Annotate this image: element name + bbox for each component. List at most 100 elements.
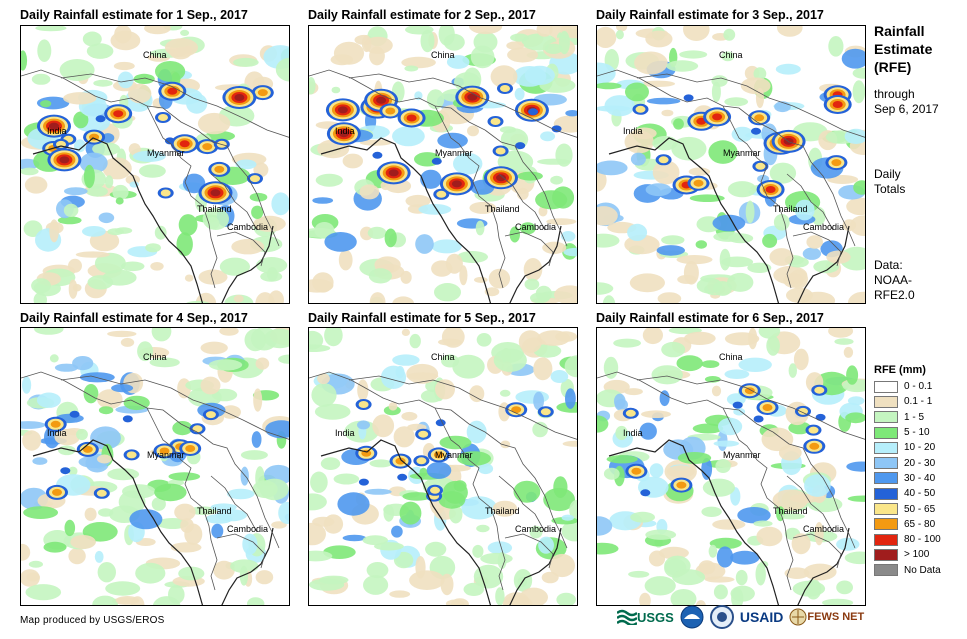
place-label-india: India xyxy=(623,428,643,438)
place-label-cambodia: Cambodia xyxy=(515,222,557,232)
country-border xyxy=(60,375,289,440)
legend-label: 30 - 40 xyxy=(904,472,936,484)
panel-title-2: Daily Rainfall estimate for 2 Sep., 2017 xyxy=(308,8,536,22)
data-source-text: Data: NOAA- RFE2.0 xyxy=(874,258,915,303)
legend-row: > 100 xyxy=(874,547,941,562)
map-panel-4: China India Myanmar Thailand Cambodia xyxy=(20,327,290,606)
country-border xyxy=(636,73,865,138)
place-label-thailand: Thailand xyxy=(197,506,232,516)
country-border xyxy=(216,533,266,569)
period-line: Sep 6, 2017 xyxy=(874,102,939,116)
legend-row: 80 - 100 xyxy=(874,532,941,547)
country-border xyxy=(504,533,554,569)
legend-swatch xyxy=(874,426,898,439)
legend-heading-line: (RFE) xyxy=(874,59,912,75)
data-source-line: RFE2.0 xyxy=(874,288,915,302)
legend-swatch xyxy=(874,533,898,546)
country-border xyxy=(21,69,198,131)
country-border xyxy=(146,105,218,289)
legend-swatch xyxy=(874,487,898,500)
legend-label: 65 - 80 xyxy=(904,518,936,530)
rainfall-map xyxy=(597,328,865,605)
coastline xyxy=(509,225,562,303)
country-border xyxy=(484,129,568,247)
country-border xyxy=(146,407,218,591)
country-border xyxy=(722,407,794,591)
legend-label: 10 - 20 xyxy=(904,442,936,454)
place-label-india: India xyxy=(335,428,355,438)
country-border xyxy=(196,129,280,247)
country-border xyxy=(786,475,834,533)
data-source-line: Data: xyxy=(874,258,903,272)
place-label-india: India xyxy=(47,428,67,438)
legend-swatch xyxy=(874,564,898,577)
fewsnet-logo-text: FEWS NET xyxy=(807,611,865,623)
country-border xyxy=(348,73,577,138)
legend-label: 80 - 100 xyxy=(904,534,941,546)
rainfall-map xyxy=(309,26,577,303)
place-label-cambodia: Cambodia xyxy=(227,524,269,534)
country-border xyxy=(21,371,198,433)
country-border xyxy=(484,431,568,549)
legend-swatch xyxy=(874,441,898,454)
map-panel-3: China India Myanmar Thailand Cambodia xyxy=(596,25,866,304)
legend-heading-line: Estimate xyxy=(874,41,933,57)
country-border xyxy=(309,371,486,433)
coastline xyxy=(608,439,780,605)
country-border xyxy=(60,73,289,138)
rainfall-map xyxy=(597,26,865,303)
legend-swatch xyxy=(874,518,898,531)
place-label-cambodia: Cambodia xyxy=(803,524,845,534)
country-border xyxy=(792,231,842,267)
country-border xyxy=(210,475,258,533)
panel-title-1: Daily Rainfall estimate for 1 Sep., 2017 xyxy=(20,8,248,22)
place-label-china: China xyxy=(719,352,743,362)
legend-label: 5 - 10 xyxy=(904,427,930,439)
legend-rows: 0 - 0.1 0.1 - 1 1 - 5 5 - 10 10 - 20 20 - 30 3… xyxy=(874,379,941,578)
map-panel-2: China India Myanmar Thailand Cambodia xyxy=(308,25,578,304)
legend-heading-line: Rainfall xyxy=(874,23,925,39)
place-label-thailand: Thailand xyxy=(773,506,808,516)
rainfall-field xyxy=(597,328,865,605)
aggregation-line: Totals xyxy=(874,182,906,196)
country-border xyxy=(772,431,856,549)
legend-row: No Data xyxy=(874,563,941,578)
legend-row: 1 - 5 xyxy=(874,410,941,425)
legend-swatch xyxy=(874,380,898,393)
rainfall-legend: RFE (mm) 0 - 0.1 0.1 - 1 1 - 5 5 - 10 10 - 2… xyxy=(874,364,941,578)
legend-heading: Rainfall Estimate (RFE) xyxy=(874,22,932,76)
place-label-myanmar: Myanmar xyxy=(435,148,473,158)
legend-swatch xyxy=(874,395,898,408)
coastline xyxy=(32,137,204,303)
legend-swatch xyxy=(874,548,898,561)
usaid-logo-text: USAID xyxy=(739,609,784,625)
place-label-china: China xyxy=(719,50,743,60)
noaa-seal-icon xyxy=(680,605,704,629)
country-border xyxy=(786,173,834,231)
coastline xyxy=(509,527,562,605)
panel-title-4: Daily Rainfall estimate for 4 Sep., 2017 xyxy=(20,311,248,325)
legend-label: 0 - 0.1 xyxy=(904,381,933,393)
place-label-thailand: Thailand xyxy=(773,204,808,214)
coastline xyxy=(797,225,850,303)
legend-row: 10 - 20 xyxy=(874,440,941,455)
coastline xyxy=(608,137,780,303)
place-label-china: China xyxy=(431,50,455,60)
legend-swatch xyxy=(874,457,898,470)
map-credit: Map produced by USGS/EROS xyxy=(20,615,165,626)
country-border xyxy=(196,431,280,549)
legend-row: 0.1 - 1 xyxy=(874,394,941,409)
place-label-myanmar: Myanmar xyxy=(723,148,761,158)
place-label-india: India xyxy=(47,126,67,136)
coastline xyxy=(221,225,274,303)
place-label-thailand: Thailand xyxy=(197,204,232,214)
legend-row: 0 - 0.1 xyxy=(874,379,941,394)
place-label-thailand: Thailand xyxy=(485,204,520,214)
usgs-logo-text: USGS xyxy=(637,609,674,625)
map-panel-1: China India Myanmar Thailand Cambodia xyxy=(20,25,290,304)
state-seal-icon xyxy=(709,605,734,629)
legend-row: 40 - 50 xyxy=(874,486,941,501)
coastline xyxy=(221,527,274,605)
legend-row: 65 - 80 xyxy=(874,517,941,532)
coastline xyxy=(797,527,850,605)
